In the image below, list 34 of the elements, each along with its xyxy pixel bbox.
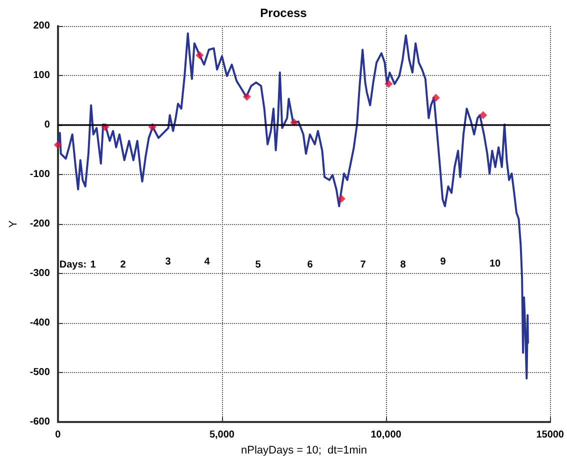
point xyxy=(54,140,62,149)
x-tick-label: 15000 xyxy=(536,430,564,441)
annotation: 4 xyxy=(204,256,210,268)
annotation: Days: xyxy=(59,260,87,270)
y-tick-label: -300 xyxy=(30,268,50,280)
x-tick-label: 0 xyxy=(55,430,62,441)
y-axis-title: Y xyxy=(8,220,20,228)
point xyxy=(384,80,393,88)
y-tick-label: 200 xyxy=(33,20,50,32)
annotation: 1 xyxy=(90,260,96,270)
annotation: 10 xyxy=(489,258,501,270)
annotation: 5 xyxy=(255,260,262,270)
y-tick-label: 0 xyxy=(44,120,50,131)
x-tick-label: 5,000 xyxy=(209,430,235,441)
point xyxy=(242,92,251,101)
point xyxy=(196,51,204,60)
y-tick-label: -600 xyxy=(30,416,50,428)
point xyxy=(479,111,488,120)
y-tick-label: -100 xyxy=(30,169,50,180)
point xyxy=(432,94,440,102)
chart-title: Process xyxy=(260,6,308,20)
annotation: 3 xyxy=(165,256,172,268)
y-tick-label: -500 xyxy=(30,367,50,378)
annotation: 2 xyxy=(120,260,126,270)
y-tick-label: 100 xyxy=(33,70,50,82)
annotation: 9 xyxy=(440,256,446,268)
x-axis-title: nPlayDays = 10; dt=1min xyxy=(241,444,367,456)
x-tick-label: 10,000 xyxy=(370,430,402,441)
y-tick-label: -200 xyxy=(30,218,50,230)
annotation: 8 xyxy=(400,260,406,270)
annotation: 6 xyxy=(307,260,314,270)
annotation: 7 xyxy=(360,260,366,270)
y-tick-label: -400 xyxy=(30,318,50,329)
point xyxy=(337,194,346,203)
